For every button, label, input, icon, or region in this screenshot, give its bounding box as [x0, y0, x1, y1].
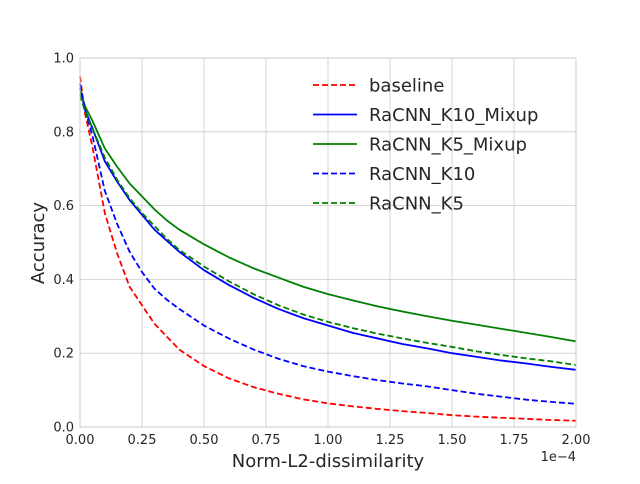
x-tick-label: 2.00 [562, 433, 591, 448]
y-tick-label: 0.2 [53, 347, 74, 362]
x-tick-labels: 0.00 0.25 0.50 0.75 1.00 1.25 1.50 1.75 2.00 [66, 433, 591, 448]
y-tick-labels: 0.0 0.2 0.4 0.6 0.8 1.0 [53, 52, 74, 436]
series-line-racnn-k5 [79, 94, 577, 366]
series-line-racnn-k10 [79, 83, 577, 405]
x-tick-label: 1.25 [376, 433, 405, 448]
gridlines [79, 57, 577, 428]
legend: baseline RaCNN_K10_Mixup RaCNN_K5_Mixup RaC… [313, 76, 538, 215]
x-tick-label: 1.00 [314, 433, 343, 448]
series-line-racnn-k10-mixup [79, 87, 577, 371]
legend-label: RaCNN_K10 [369, 164, 475, 185]
y-tick-label: 0.0 [53, 421, 74, 436]
x-tick-label: 0.75 [252, 433, 281, 448]
y-tick-label: 0.6 [53, 199, 74, 214]
y-tick-label: 0.8 [53, 125, 74, 140]
x-tick-label: 1.75 [500, 433, 529, 448]
x-tick-label: 1.50 [438, 433, 467, 448]
legend-label: RaCNN_K5 [369, 194, 464, 215]
y-axis-label: Accuracy [28, 202, 49, 285]
y-tick-label: 1.0 [53, 52, 74, 67]
axes-border [79, 57, 577, 428]
series-lines [79, 76, 577, 422]
x-axis-label: Norm-L2-dissimilarity [232, 451, 425, 472]
x-offset-label: 1e−4 [541, 450, 576, 465]
axes-frame [79, 57, 577, 428]
y-tick-label: 0.4 [53, 273, 74, 288]
legend-label: RaCNN_K5_Mixup [369, 135, 527, 156]
legend-label: RaCNN_K10_Mixup [369, 105, 538, 126]
x-tick-label: 0.25 [128, 433, 157, 448]
x-tick-label: 0.50 [190, 433, 219, 448]
series-line-racnn-k5-mixup [79, 89, 577, 343]
x-tick-label: 0.00 [66, 433, 95, 448]
legend-label: baseline [369, 76, 444, 97]
